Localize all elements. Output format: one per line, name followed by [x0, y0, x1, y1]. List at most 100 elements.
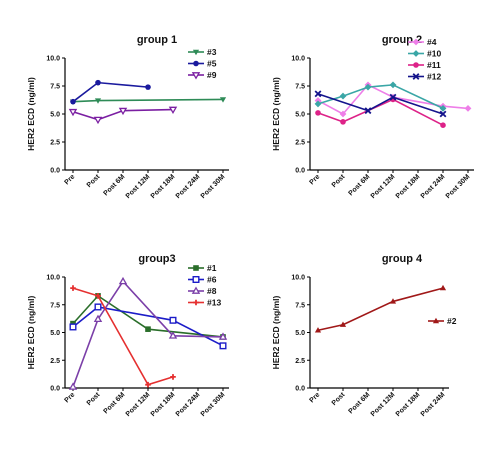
- chart-panel-4: group 4 HER2 ECD (ng/ml) 0.0 2.5 5.0 7.5 10.0 P…: [271, 253, 457, 418]
- series-line: [72, 108, 174, 121]
- data-point: [169, 316, 177, 324]
- legend-marker: [432, 317, 440, 324]
- series-n6: [69, 303, 227, 350]
- y-tick-label: 2.5: [295, 140, 305, 147]
- data-point: [218, 332, 228, 340]
- y-tick-label: 5.0: [50, 330, 60, 337]
- series-line: [317, 83, 469, 116]
- legend-marker: [412, 38, 420, 46]
- data-point: [168, 106, 178, 115]
- x-tick-label: Post: [86, 391, 102, 407]
- data-point: [340, 119, 346, 125]
- x-tick-label: Post 6M: [347, 173, 371, 197]
- legend-entry: #9: [188, 70, 217, 80]
- legend-marker: [412, 73, 420, 80]
- data-point: [439, 110, 447, 118]
- y-tick-label: 5.0: [50, 112, 60, 119]
- data-point: [439, 284, 447, 291]
- y-tick-label: 7.5: [295, 84, 305, 91]
- legend-marker: [193, 60, 199, 67]
- data-point: [389, 81, 397, 89]
- data-point: [389, 93, 397, 101]
- data-point: [70, 285, 76, 291]
- data-point: [95, 79, 101, 86]
- legend-marker: [192, 276, 200, 284]
- x-tick-label: Post 24M: [175, 173, 202, 200]
- data-point: [439, 105, 447, 112]
- legend-label: #13: [207, 298, 221, 308]
- x-tick-label: Post 24M: [175, 391, 202, 418]
- data-point: [389, 298, 397, 304]
- series-line: [72, 98, 224, 103]
- x-tick-label: Pre: [63, 391, 76, 404]
- legend-entry: #10: [408, 49, 441, 59]
- chart-panel-1: group 1 HER2 ECD (ng/ml) 0.0 2.5 5.0 7.5 10.0 P…: [26, 34, 229, 200]
- legend-marker: [191, 286, 201, 294]
- y-tick-label: 5.0: [295, 330, 305, 337]
- data-point: [95, 293, 101, 299]
- data-point: [364, 107, 372, 115]
- series-n13: [70, 285, 176, 388]
- data-point: [94, 98, 102, 104]
- legend-label: #12: [427, 72, 441, 82]
- y-tick-label: 10.0: [291, 275, 305, 282]
- data-point: [440, 122, 446, 128]
- y-tick-label: 10.0: [46, 56, 60, 63]
- legend-label: #9: [207, 70, 217, 80]
- chart-panel-2: group 2 HER2 ECD (ng/ml) 0.0 2.5 5.0 7.5 10.0 P…: [271, 34, 474, 200]
- y-tick-label: 2.5: [50, 140, 60, 147]
- legend-label: #5: [207, 59, 217, 69]
- y-tick-label: 0.0: [295, 168, 305, 175]
- series-n9: [68, 106, 178, 125]
- data-point: [315, 110, 321, 116]
- series-line: [72, 306, 224, 347]
- x-tick-label: Post 24M: [420, 173, 447, 200]
- x-tick-label: Post: [331, 173, 347, 189]
- x-tick-label: Post 18M: [395, 173, 422, 200]
- data-point: [219, 342, 227, 350]
- x-tick-label: Pre: [63, 173, 76, 186]
- data-point: [145, 84, 151, 90]
- x-tick-label: Post 6M: [102, 391, 126, 415]
- legend-label: #4: [427, 37, 437, 47]
- x-tick-label: Post 12M: [370, 391, 397, 418]
- series-line: [72, 287, 174, 386]
- series-n5: [70, 79, 151, 105]
- legend-label: #1: [207, 263, 217, 273]
- x-tick-label: Post 18M: [150, 173, 177, 200]
- data-point: [93, 314, 103, 323]
- data-point: [118, 276, 128, 285]
- data-point: [314, 327, 322, 333]
- series-line: [72, 81, 149, 103]
- legend-label: #2: [447, 316, 457, 326]
- legend-marker: [413, 62, 419, 68]
- x-tick-label: Post 18M: [150, 391, 177, 418]
- series-n2: [314, 284, 447, 333]
- y-tick-label: 10.0: [46, 275, 60, 282]
- x-tick-label: Pre: [308, 173, 321, 186]
- legend-marker: [193, 299, 199, 306]
- series-n10: [314, 81, 447, 112]
- legend-entry: #3: [188, 47, 217, 57]
- legend-entry: #11: [408, 60, 441, 70]
- series-line: [317, 93, 444, 115]
- data-point: [145, 381, 151, 388]
- data-point: [170, 374, 176, 380]
- legend-marker: [191, 72, 201, 80]
- x-tick-label: Post 30M: [200, 391, 227, 418]
- x-tick-label: Post 30M: [445, 173, 472, 200]
- data-point: [118, 107, 128, 116]
- y-tick-label: 0.0: [50, 386, 60, 393]
- legend-label: #11: [427, 60, 441, 70]
- data-point: [68, 382, 78, 390]
- x-tick-label: Post: [86, 173, 102, 189]
- legend-label: #3: [207, 47, 217, 57]
- series-line: [72, 294, 224, 338]
- data-point: [464, 105, 472, 112]
- legend-marker: [192, 49, 200, 56]
- legend-entry: #4: [408, 37, 437, 47]
- y-tick-label: 0.0: [295, 386, 305, 393]
- y-tick-label: 7.5: [50, 302, 60, 309]
- x-tick-label: Post 18M: [395, 391, 422, 418]
